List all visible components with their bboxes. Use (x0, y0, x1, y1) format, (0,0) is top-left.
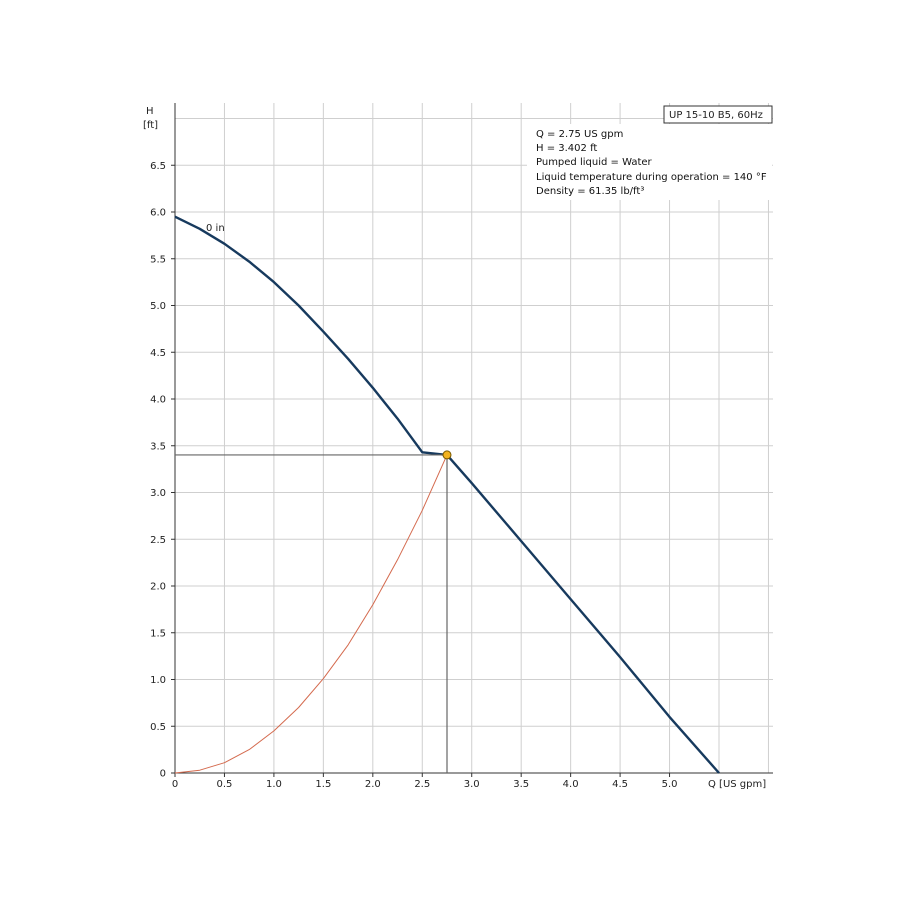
x-tick-label: 2.5 (414, 779, 430, 790)
x-tick-label: 4.0 (563, 779, 579, 790)
info-flow: Q = 2.75 US gpm (536, 129, 623, 140)
y-tick-label: 0 (160, 769, 166, 780)
series-lines (174, 215, 720, 774)
curve-label: 0 in (206, 223, 225, 234)
info-density: Density = 61.35 lb/ft³ (536, 186, 644, 197)
x-tick-label: 0 (172, 779, 178, 790)
pump-curve-line (174, 215, 720, 774)
y-tick-labels: 0 0.5 1.0 1.5 2.0 2.5 3.0 3.5 4.0 4.5 5.0 5.5 6.0 6.5 (150, 161, 175, 780)
y-tick-label: 3.5 (150, 441, 166, 452)
y-tick-label: 5.0 (150, 301, 166, 312)
info-liquid: Pumped liquid = Water (536, 157, 653, 168)
x-tick-label: 0.5 (217, 779, 233, 790)
x-axis-label: Q [US gpm] (708, 779, 766, 790)
y-tick-label: 5.5 (150, 254, 166, 265)
x-tick-label: 5.0 (662, 779, 678, 790)
y-tick-label: 0.5 (150, 722, 166, 733)
y-tick-label: 6.0 (150, 208, 166, 219)
y-tick-label: 3.0 (150, 488, 166, 499)
y-axis-unit: [ft] (143, 120, 158, 131)
axes (174, 103, 773, 774)
x-tick-label: 2.0 (365, 779, 381, 790)
y-tick-label: 2.0 (150, 582, 166, 593)
y-tick-label: 4.5 (150, 348, 166, 359)
x-tick-labels: 0 0.5 1.0 1.5 2.0 2.5 3.0 3.5 4.0 4.5 5.0 (172, 773, 678, 790)
x-tick-label: 4.5 (612, 779, 628, 790)
y-tick-label: 2.5 (150, 535, 166, 546)
x-tick-label: 3.0 (464, 779, 480, 790)
y-tick-label: 4.0 (150, 395, 166, 406)
info-panel (527, 124, 772, 200)
system-curve-line (174, 454, 448, 774)
chart-title: UP 15-10 B5, 60Hz (669, 110, 763, 121)
operating-point-marker (442, 450, 452, 460)
y-axis-label: H (146, 106, 154, 117)
x-tick-label: 1.0 (266, 779, 282, 790)
info-temperature: Liquid temperature during operation = 14… (536, 172, 767, 183)
info-head: H = 3.402 ft (536, 143, 597, 154)
y-tick-label: 1.0 (150, 675, 166, 686)
title-box (663, 105, 773, 124)
x-tick-label: 1.5 (315, 779, 331, 790)
y-tick-label: 6.5 (150, 161, 166, 172)
y-tick-label: 1.5 (150, 628, 166, 639)
x-tick-label: 3.5 (513, 779, 529, 790)
operating-point-guides (175, 450, 452, 773)
